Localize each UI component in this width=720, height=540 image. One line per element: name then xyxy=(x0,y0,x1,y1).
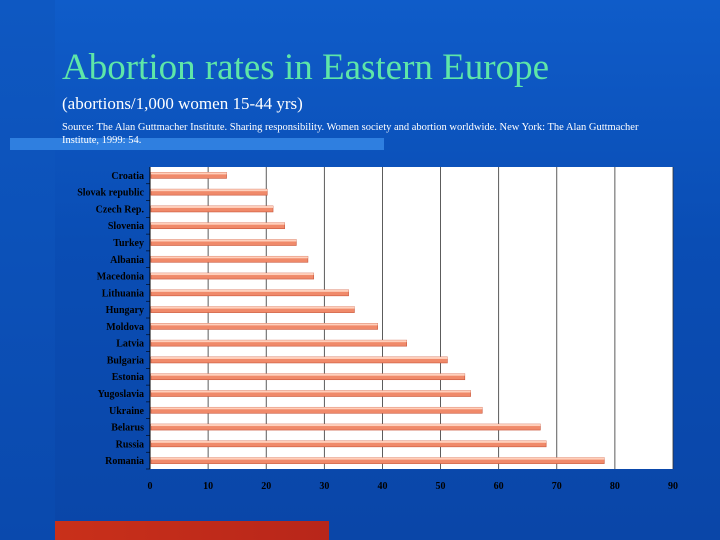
x-tick-label: 10 xyxy=(203,481,213,492)
category-label: Estonia xyxy=(112,372,144,383)
category-label: Bulgaria xyxy=(107,355,144,366)
category-labels: Croatia Slovak republic Czech Rep. Slovenia… xyxy=(77,171,150,470)
bar-highlight xyxy=(151,373,465,376)
x-tick-label: 50 xyxy=(436,481,446,492)
category-label: Moldova xyxy=(106,322,144,333)
left-decorative-band xyxy=(0,0,55,540)
category-label: Slovak republic xyxy=(77,188,144,199)
slide-subtitle: (abortions/1,000 women 15-44 yrs) xyxy=(62,94,303,113)
bar-highlight xyxy=(151,356,448,359)
category-label: Macedonia xyxy=(97,272,144,283)
bar-highlight xyxy=(151,306,355,309)
x-tick-label: 90 xyxy=(668,481,678,492)
bars xyxy=(150,172,605,464)
category-label: Croatia xyxy=(111,171,144,182)
category-label: Romania xyxy=(105,456,144,467)
bar-highlight xyxy=(151,239,297,242)
category-label: Hungary xyxy=(106,305,144,316)
category-label: Latvia xyxy=(116,339,144,350)
bar-highlight xyxy=(151,457,605,460)
plot-area xyxy=(150,167,673,469)
category-label: Belarus xyxy=(111,423,144,434)
category-label: Yugoslavia xyxy=(98,389,144,400)
bar-highlight xyxy=(151,205,274,208)
gridlines xyxy=(149,167,674,469)
x-tick-label: 80 xyxy=(610,481,620,492)
bar-highlight xyxy=(151,256,308,259)
bar-highlight xyxy=(151,189,268,192)
x-tick-label: 70 xyxy=(552,481,562,492)
category-label: Czech Rep. xyxy=(96,204,145,215)
bar-highlight xyxy=(151,222,285,225)
bar-highlight xyxy=(151,424,541,427)
category-label: Slovenia xyxy=(108,221,144,232)
source-highlight-bar xyxy=(10,138,384,150)
bar-highlight xyxy=(151,172,227,175)
x-tick-label: 20 xyxy=(261,481,271,492)
bar-highlight xyxy=(151,273,314,276)
bar-highlight xyxy=(151,390,471,393)
bar-highlight xyxy=(151,340,407,343)
bar-highlight xyxy=(151,407,483,410)
category-label: Ukraine xyxy=(109,406,145,417)
x-tick-label: 60 xyxy=(494,481,504,492)
category-label: Albania xyxy=(110,255,144,266)
x-tick-label: 0 xyxy=(148,481,153,492)
x-tick-label: 30 xyxy=(319,481,329,492)
x-axis-ticks: 0 10 20 30 40 50 60 70 80 90 xyxy=(148,481,679,492)
bottom-decorative-bar xyxy=(55,521,329,540)
bar-highlight xyxy=(151,323,378,326)
category-label: Turkey xyxy=(113,238,144,249)
category-label: Lithuania xyxy=(102,288,144,299)
category-label: Russia xyxy=(116,439,144,450)
bar-highlight xyxy=(151,289,349,292)
source-citation: Source: The Alan Guttmacher Institute. S… xyxy=(62,122,639,146)
bar-highlight xyxy=(151,440,547,443)
x-tick-label: 40 xyxy=(377,481,387,492)
slide-title: Abortion rates in Eastern Europe xyxy=(62,47,550,88)
